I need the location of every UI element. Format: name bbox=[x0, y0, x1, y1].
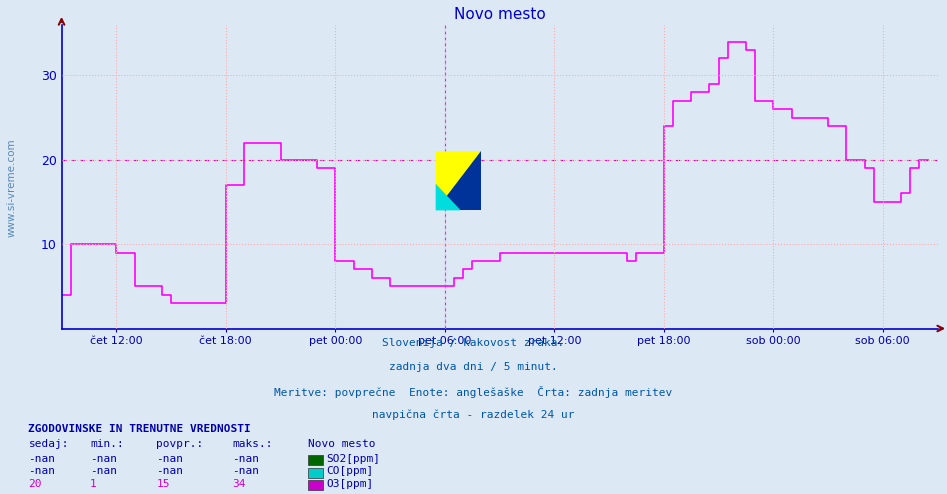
Text: 1: 1 bbox=[90, 479, 97, 489]
Text: -nan: -nan bbox=[156, 466, 184, 476]
Text: -nan: -nan bbox=[90, 466, 117, 476]
Text: SO2[ppm]: SO2[ppm] bbox=[327, 454, 381, 464]
Text: Novo mesto: Novo mesto bbox=[308, 439, 375, 449]
Text: povpr.:: povpr.: bbox=[156, 439, 204, 449]
Text: 34: 34 bbox=[232, 479, 245, 489]
Text: www.si-vreme.com: www.si-vreme.com bbox=[7, 138, 16, 237]
Polygon shape bbox=[436, 151, 481, 210]
Text: -nan: -nan bbox=[232, 454, 259, 464]
Text: Slovenija / kakovost zraka.: Slovenija / kakovost zraka. bbox=[383, 338, 564, 348]
Text: O3[ppm]: O3[ppm] bbox=[327, 479, 374, 489]
Text: sedaj:: sedaj: bbox=[28, 439, 69, 449]
Text: -nan: -nan bbox=[156, 454, 184, 464]
Text: 20: 20 bbox=[28, 479, 42, 489]
Text: 15: 15 bbox=[156, 479, 170, 489]
Text: -nan: -nan bbox=[90, 454, 117, 464]
Text: -nan: -nan bbox=[28, 466, 56, 476]
Text: CO[ppm]: CO[ppm] bbox=[327, 466, 374, 476]
Polygon shape bbox=[436, 151, 481, 210]
Text: maks.:: maks.: bbox=[232, 439, 273, 449]
Text: -nan: -nan bbox=[232, 466, 259, 476]
Text: ZGODOVINSKE IN TRENUTNE VREDNOSTI: ZGODOVINSKE IN TRENUTNE VREDNOSTI bbox=[28, 424, 251, 434]
Text: zadnja dva dni / 5 minut.: zadnja dva dni / 5 minut. bbox=[389, 362, 558, 372]
Text: Meritve: povprečne  Enote: anglešaške  Črta: zadnja meritev: Meritve: povprečne Enote: anglešaške Črt… bbox=[275, 386, 672, 398]
Text: min.:: min.: bbox=[90, 439, 124, 449]
Text: navpična črta - razdelek 24 ur: navpična črta - razdelek 24 ur bbox=[372, 410, 575, 420]
Title: Novo mesto: Novo mesto bbox=[454, 7, 545, 22]
Text: -nan: -nan bbox=[28, 454, 56, 464]
Polygon shape bbox=[436, 184, 461, 210]
